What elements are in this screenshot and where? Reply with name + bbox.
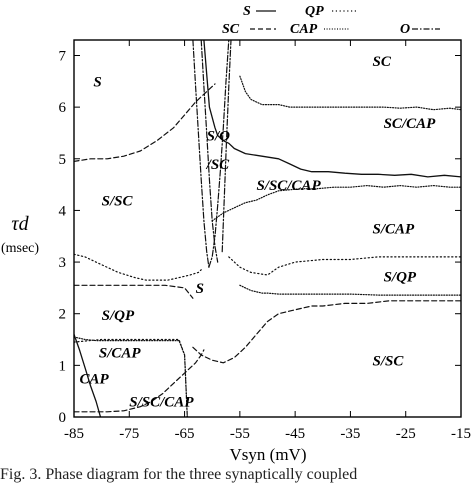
x-tick-label: -75: [119, 426, 139, 442]
y-tick-label: 4: [59, 203, 67, 219]
series-cap-line-4: [74, 336, 188, 417]
region-label: SC/CAP: [384, 116, 437, 132]
legend-label-o: O: [400, 22, 410, 37]
region-label: S/SC/CAP: [256, 178, 321, 194]
series-sc-line-3: [192, 300, 461, 364]
series-o-line-4: [221, 40, 232, 253]
region-label: CAP: [80, 371, 110, 387]
series-o-line-3: [200, 40, 219, 263]
region-label: SC: [373, 54, 392, 70]
legend: S QP SC CAP O: [222, 4, 440, 37]
series-s-line-1: [203, 40, 461, 178]
y-axis-label: τd: [11, 213, 29, 235]
x-tick-label: -35: [340, 426, 360, 442]
series-s-line-2: [74, 333, 102, 417]
series-sc-line-1: [74, 83, 216, 162]
y-tick-label: 3: [59, 255, 67, 271]
series-o-line-2: [208, 40, 230, 268]
y-tick-label: 7: [59, 48, 67, 64]
series-cap-line-2: [211, 185, 461, 222]
y-axis-unit: (msec): [1, 241, 39, 256]
x-tick-label: -15: [451, 426, 471, 442]
x-tick-label: -55: [230, 426, 250, 442]
x-tick-label: -25: [396, 426, 416, 442]
legend-label-s: S: [243, 4, 251, 19]
region-label: S/CAP: [99, 346, 142, 362]
region-label: /SC: [206, 157, 231, 173]
series-layer: [74, 40, 461, 417]
series-qp-line-2: [228, 256, 461, 276]
region-label: S/QP: [102, 308, 135, 324]
legend-label-cap: CAP: [290, 22, 318, 37]
legend-label-sc: SC: [222, 22, 240, 37]
x-axis-label: Vsyn (mV): [230, 445, 307, 464]
region-label: S/SC/CAP: [129, 395, 194, 411]
series-cap-line-3: [239, 284, 461, 296]
figure-caption: Fig. 3. Phase diagram for the three syna…: [0, 466, 358, 483]
series-o-line-1: [192, 40, 210, 268]
region-label: S/QP: [384, 270, 417, 286]
region-label: S: [93, 74, 101, 90]
y-tick-label: 6: [59, 100, 67, 116]
y-tick-label: 1: [59, 358, 67, 374]
region-labels: S SC S/O/SC SC/CAP S/SC/CAP S/SC S/CAP S/QP S S/Q…: [80, 54, 437, 411]
series-sc-line-2: [74, 284, 194, 299]
y-tick-label: 2: [59, 307, 67, 323]
region-label: S/CAP: [373, 222, 416, 238]
x-tick-label: -45: [285, 426, 305, 442]
axis-ticks: -85 -75 -65 -55 -45 -35 -25 -15 0 1 2 3 4 5 6 7: [59, 40, 471, 442]
series-sc-line-4: [74, 349, 205, 413]
region-label: S/O: [207, 129, 231, 145]
region-label: S: [196, 281, 204, 297]
series-qp-line-1: [74, 253, 202, 281]
y-tick-label: 5: [59, 152, 67, 168]
legend-label-qp: QP: [305, 4, 324, 19]
region-label: S/SC: [373, 353, 405, 369]
x-tick-label: -85: [64, 426, 84, 442]
plot-frame: [73, 39, 462, 418]
region-label: S/SC: [102, 193, 134, 209]
y-tick-label: 0: [59, 410, 67, 426]
series-cap-line-1: [239, 75, 461, 111]
x-tick-label: -65: [175, 426, 195, 442]
